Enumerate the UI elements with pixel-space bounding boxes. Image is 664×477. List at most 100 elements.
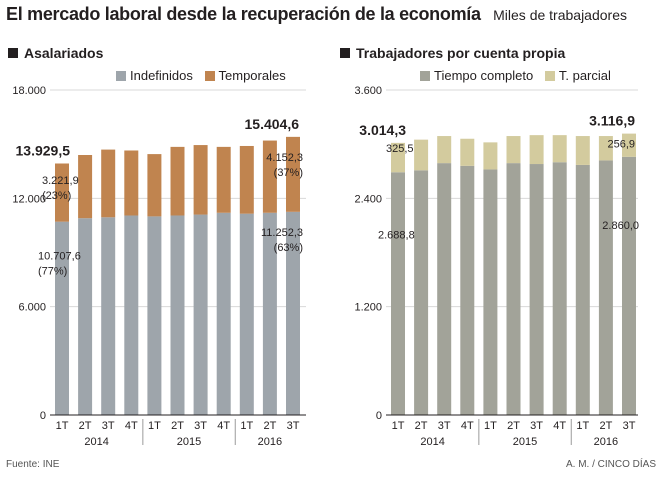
legend-swatch [420, 71, 430, 81]
bar-top [529, 135, 544, 165]
legend-swatch [116, 71, 126, 81]
x-tick-label: 2T [171, 420, 184, 432]
bar-top [216, 146, 231, 213]
bullet-square-icon [8, 48, 18, 58]
panel-title-asalariados: Asalariados [8, 45, 103, 61]
x-tick-label: 3T [194, 420, 207, 432]
legend-label: T. parcial [558, 68, 611, 83]
credit-note: A. M. / CINCO DÍAS [565, 459, 656, 470]
bar-bottom [391, 172, 405, 415]
year-label: 2015 [513, 436, 537, 448]
x-tick-label: 1T [148, 420, 161, 432]
x-tick-label: 3T [102, 420, 115, 432]
total-label: 3.116,9 [589, 113, 635, 129]
y-tick-label: 18.000 [12, 85, 46, 97]
year-label: 2015 [177, 436, 201, 448]
segment-label: 2.860,0 [602, 220, 639, 232]
bar-bottom [170, 215, 185, 415]
segment-label: 325,5 [386, 143, 414, 155]
year-label: 2014 [420, 436, 444, 448]
bar-top [147, 154, 162, 217]
bar-top [239, 145, 254, 214]
legend-asalariados: Indefinidos Temporales [108, 68, 286, 83]
x-tick-label: 3T [287, 420, 300, 432]
legend-item-parcial: T. parcial [544, 68, 611, 83]
bar-top [78, 155, 93, 219]
segment-label: (63%) [274, 242, 303, 254]
bar-top [575, 136, 590, 165]
source-note: Fuente: INE [6, 459, 60, 470]
bar-top [460, 138, 475, 166]
bar-top [483, 142, 498, 170]
bar-bottom [147, 216, 162, 415]
x-tick-label: 1T [56, 420, 69, 432]
bar-top [286, 136, 300, 212]
legend-swatch [544, 71, 555, 81]
y-tick-label: 2.400 [354, 193, 382, 205]
x-tick-label: 2T [79, 420, 92, 432]
x-tick-label: 2T [507, 420, 520, 432]
x-tick-label: 4T [461, 420, 474, 432]
total-label: 15.404,6 [245, 116, 300, 132]
x-tick-label: 2T [599, 420, 612, 432]
x-tick-label: 3T [623, 420, 636, 432]
bar-top [414, 139, 429, 171]
segment-label: 4.152,3 [266, 152, 303, 164]
bar-bottom [101, 217, 116, 415]
panel-title-text: Asalariados [24, 45, 104, 61]
segment-label: 2.688,8 [378, 229, 415, 241]
bar-top [506, 136, 521, 164]
bar-bottom [529, 164, 544, 415]
header: El mercado laboral desde la recuperación… [6, 4, 627, 32]
bar-bottom [460, 165, 475, 415]
bar-bottom [622, 156, 636, 416]
bar-top [124, 150, 139, 216]
y-tick-label: 3.600 [354, 85, 382, 97]
bar-bottom [216, 212, 231, 415]
bar-top [437, 136, 452, 164]
bar-top [391, 142, 405, 173]
legend-label: Tiempo completo [434, 68, 534, 83]
panel-title-text: Trabajadores por cuenta propia [356, 45, 566, 61]
y-tick-label: 1.200 [354, 302, 382, 314]
legend-swatch [204, 71, 215, 81]
bar-bottom [506, 163, 521, 415]
segment-label: 10.707,6 [38, 251, 81, 263]
bar-top [55, 163, 69, 222]
legend-label: Indefinidos [130, 68, 193, 83]
bar-bottom [598, 160, 613, 415]
x-tick-label: 4T [553, 420, 566, 432]
bar-top [552, 135, 567, 163]
y-tick-label: 12.000 [12, 193, 46, 205]
total-label: 13.929,5 [16, 142, 71, 158]
x-tick-label: 1T [392, 420, 405, 432]
x-tick-label: 4T [217, 420, 230, 432]
bar-bottom [437, 163, 452, 415]
bar-bottom [239, 213, 254, 415]
legend-item-indefinidos: Indefinidos [116, 68, 193, 83]
x-tick-label: 1T [576, 420, 589, 432]
year-label: 2016 [258, 436, 282, 448]
bar-top [170, 146, 185, 216]
legend-item-tiempo-completo: Tiempo completo [420, 68, 533, 83]
bar-bottom [262, 212, 277, 415]
x-tick-label: 3T [530, 420, 543, 432]
x-tick-label: 4T [125, 420, 138, 432]
x-tick-label: 1T [484, 420, 497, 432]
bar-bottom [193, 214, 208, 415]
segment-label: (77%) [38, 266, 67, 278]
x-tick-label: 3T [438, 420, 451, 432]
bar-bottom [55, 221, 69, 415]
bar-bottom [575, 164, 590, 415]
bar-top [101, 149, 116, 218]
bar-bottom [552, 162, 567, 415]
bar-top [193, 145, 208, 215]
y-tick-label: 0 [376, 410, 382, 422]
legend-item-temporales: Temporales [204, 68, 286, 83]
subtitle: Miles de trabajadores [493, 7, 627, 23]
bar-bottom [286, 211, 300, 415]
bar-top [262, 140, 277, 213]
y-tick-label: 0 [40, 410, 46, 422]
segment-label: (23%) [42, 190, 71, 202]
